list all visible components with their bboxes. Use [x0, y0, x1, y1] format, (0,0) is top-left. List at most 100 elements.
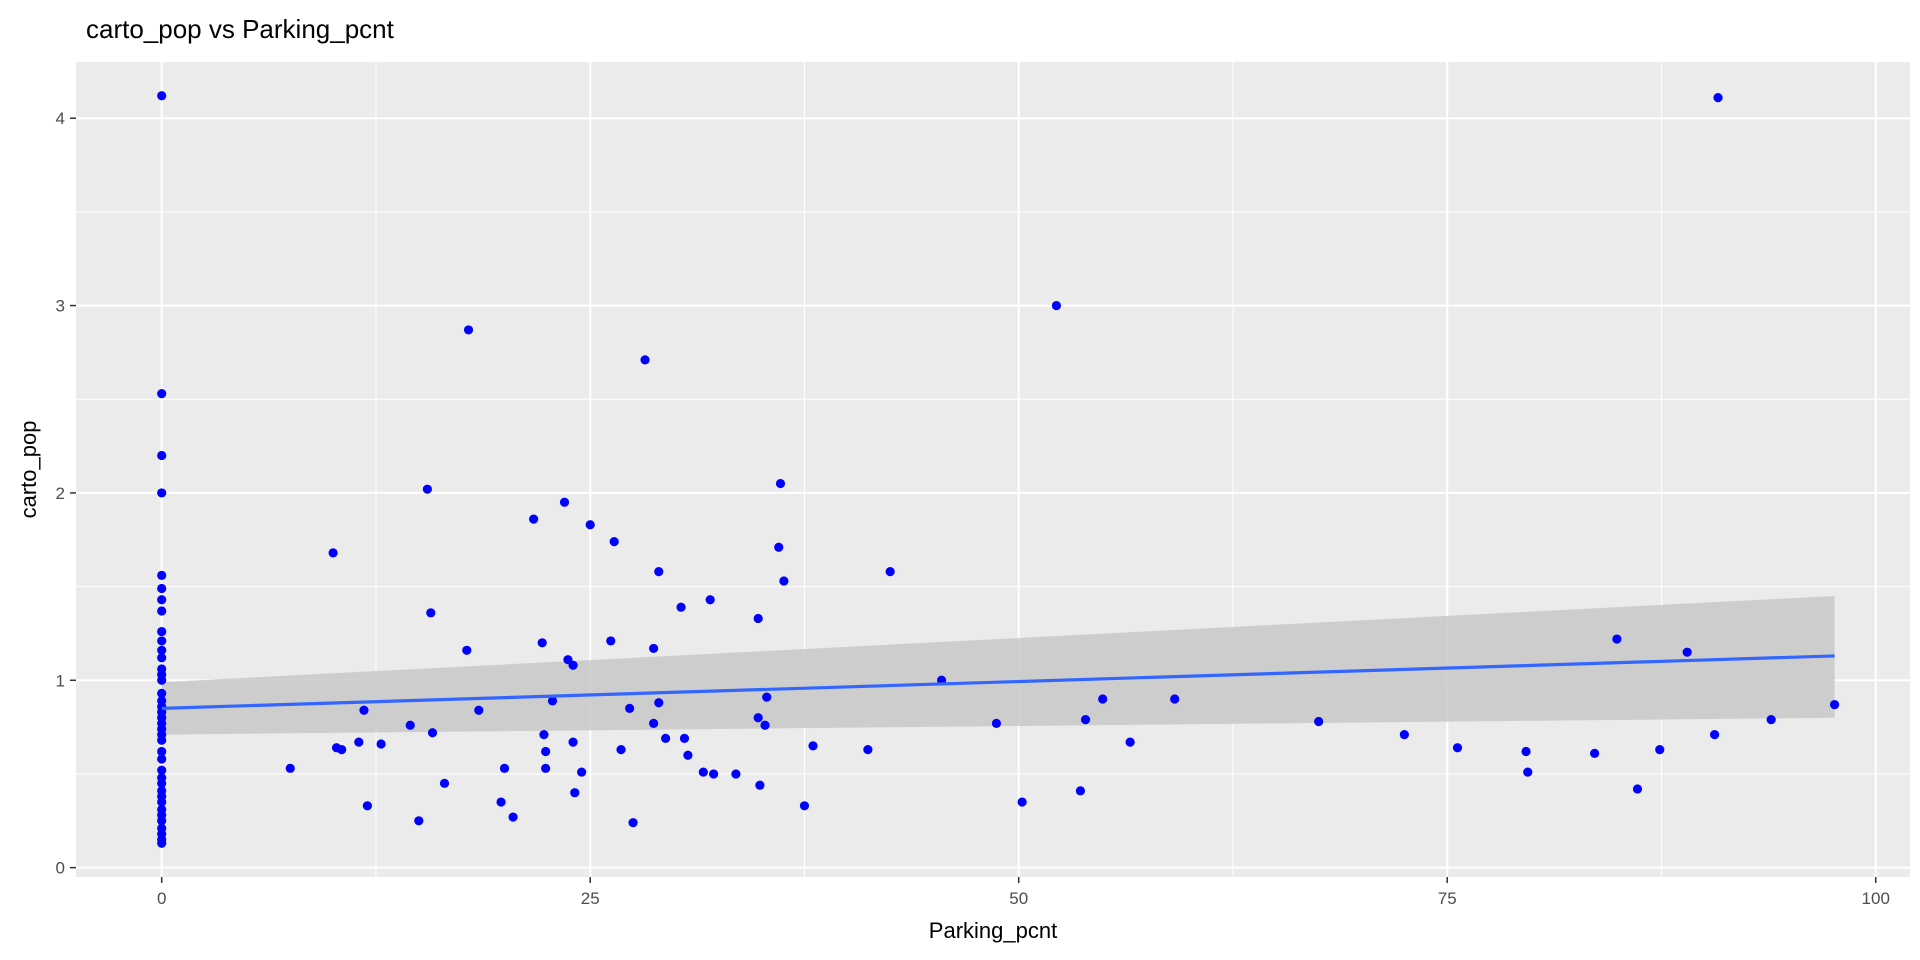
data-point: [1521, 746, 1531, 757]
data-point: [422, 484, 432, 494]
y-tick-label: 4: [56, 109, 65, 128]
x-axis-title: Parking_pcnt: [929, 918, 1057, 943]
data-point: [559, 497, 570, 507]
data-point: [1098, 694, 1108, 704]
data-point: [709, 769, 719, 779]
data-point: [991, 718, 1002, 728]
data-point: [649, 718, 659, 728]
data-point: [359, 705, 369, 715]
data-point: [157, 488, 167, 498]
data-point: [157, 91, 167, 101]
data-point: [157, 675, 167, 685]
data-point: [762, 692, 772, 702]
data-point: [1125, 737, 1135, 747]
data-point: [496, 797, 506, 807]
data-point: [1766, 715, 1776, 725]
data-point: [426, 608, 436, 618]
data-point: [799, 801, 810, 811]
data-point: [537, 638, 547, 648]
data-point: [362, 801, 372, 811]
data-point: [157, 754, 167, 764]
data-point: [463, 325, 474, 335]
data-point: [755, 780, 765, 790]
data-point: [541, 763, 551, 773]
y-axis-title: carto_pop: [16, 421, 41, 519]
data-point: [731, 769, 741, 779]
data-point: [1075, 786, 1086, 796]
data-point: [705, 595, 715, 605]
confidence-band-layer: [161, 595, 1835, 735]
data-point: [529, 514, 539, 524]
data-point: [337, 744, 347, 755]
data-point: [328, 548, 338, 558]
data-point: [885, 567, 895, 577]
data-point: [1710, 730, 1720, 740]
data-point: [616, 744, 626, 755]
data-point: [1051, 300, 1062, 311]
grid-lines: [76, 62, 1910, 877]
data-point: [625, 703, 635, 713]
data-point: [439, 778, 450, 788]
x-tick-label: 0: [157, 889, 166, 908]
data-point: [1017, 797, 1027, 807]
data-point: [499, 763, 510, 773]
data-point: [157, 735, 167, 745]
data-point: [547, 696, 558, 706]
data-point: [753, 613, 763, 624]
data-point: [568, 737, 578, 747]
data-point: [585, 520, 595, 530]
data-point: [1452, 743, 1463, 753]
data-point: [1590, 748, 1600, 758]
data-point: [157, 636, 167, 646]
data-point: [779, 576, 789, 586]
data-point: [1829, 700, 1840, 710]
data-point: [683, 750, 693, 760]
data-point: [157, 838, 167, 848]
data-point: [157, 797, 167, 807]
data-point: [1713, 92, 1723, 103]
data-point: [474, 705, 484, 715]
x-tick-label: 100: [1862, 889, 1890, 908]
data-point: [609, 537, 619, 547]
data-point: [863, 744, 873, 755]
data-point: [157, 606, 167, 616]
data-point: [570, 788, 580, 798]
data-point: [427, 728, 438, 738]
data-point: [1080, 715, 1091, 725]
data-point: [285, 763, 295, 773]
data-point: [157, 816, 167, 826]
data-point: [157, 688, 167, 698]
data-point: [157, 653, 167, 663]
x-tick-label: 25: [581, 889, 600, 908]
y-tick-label: 1: [56, 671, 65, 690]
data-point: [1399, 730, 1409, 740]
data-point: [405, 720, 415, 730]
data-point: [628, 818, 638, 828]
data-point: [577, 767, 587, 777]
data-point: [157, 595, 167, 605]
data-point: [1632, 784, 1643, 794]
data-point: [157, 746, 167, 757]
trend-line: [161, 654, 1835, 710]
y-tick-label: 0: [56, 859, 65, 878]
data-point: [654, 698, 664, 708]
data-point: [354, 737, 364, 747]
data-point: [1682, 647, 1692, 657]
data-point: [539, 730, 549, 740]
data-point: [1523, 767, 1533, 777]
axes: 0 25 50 75 100 0 1 2 3 4: [56, 109, 1890, 908]
data-point: [157, 389, 167, 399]
chart-title: carto_pop vs Parking_pcnt: [86, 14, 395, 44]
data-point: [414, 816, 424, 826]
data-point: [157, 765, 167, 775]
data-point: [157, 583, 167, 594]
data-point: [649, 643, 659, 654]
data-point: [157, 570, 167, 580]
data-point: [157, 778, 167, 788]
data-point: [541, 746, 551, 757]
data-point: [775, 478, 786, 489]
data-point: [640, 355, 650, 365]
data-point: [808, 741, 818, 751]
y-tick-label: 3: [56, 297, 65, 316]
